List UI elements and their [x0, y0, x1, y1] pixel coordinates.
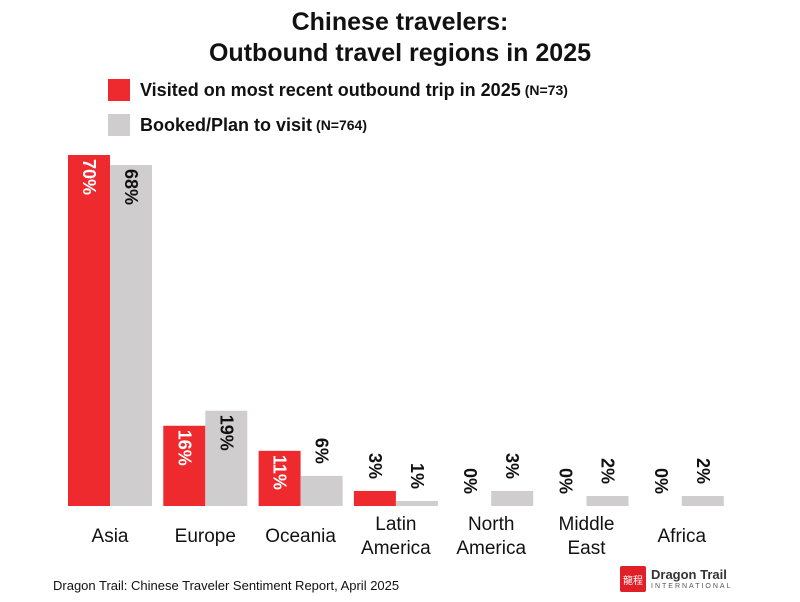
category-label-3-0: Latin: [375, 514, 416, 535]
legend-swatch-booked: [108, 114, 130, 136]
category-label-5-0: Middle: [559, 514, 615, 535]
bar-visited-1: [163, 425, 206, 506]
value-label-visited-4: 0%: [460, 468, 480, 494]
category-label-0-0: Asia: [92, 526, 129, 547]
value-label-booked-3: 1%: [407, 463, 427, 489]
bar-booked-5: [586, 495, 629, 506]
chart-title-line1: Chinese travelers:: [291, 8, 509, 36]
logo-name: Dragon Trail: [651, 567, 727, 582]
value-label-booked-1: 19%: [216, 415, 236, 451]
legend-label-visited: Visited on most recent outbound trip in …: [140, 79, 521, 100]
category-label-2-0: Oceania: [265, 526, 336, 547]
bar-booked-3: [395, 500, 438, 506]
chart-title-line2: Outbound travel regions in 2025: [208, 39, 592, 67]
value-label-booked-6: 2%: [693, 458, 713, 484]
value-label-visited-1: 16%: [174, 430, 194, 466]
legend-n-booked: (N=764): [316, 117, 367, 133]
value-label-booked-4: 3%: [502, 453, 522, 479]
category-label-1-0: Europe: [175, 526, 236, 547]
legend-n-visited: (N=73): [524, 82, 568, 98]
value-label-booked-2: 6%: [312, 438, 332, 464]
category-label-5-1: East: [567, 538, 606, 559]
bar-visited-3: [353, 490, 396, 506]
value-label-visited-3: 3%: [365, 453, 385, 479]
category-label-3-1: America: [361, 538, 431, 559]
dragon-trail-logo: 龍程 Dragon Trail INTERNATIONAL: [620, 566, 733, 592]
value-label-booked-5: 2%: [598, 458, 618, 484]
bar-booked-2: [300, 475, 343, 506]
logo-subtitle: INTERNATIONAL: [651, 583, 733, 590]
bar-visited-0: [68, 155, 110, 506]
bar-booked-6: [681, 495, 724, 506]
value-label-visited-6: 0%: [651, 468, 671, 494]
value-label-visited-2: 11%: [270, 455, 290, 490]
logo-seal-icon: 龍程: [620, 566, 646, 592]
value-label-visited-0: 70%: [79, 159, 99, 195]
bar-booked-4: [491, 490, 534, 506]
value-label-visited-5: 0%: [556, 468, 576, 494]
category-label-4-0: North: [468, 514, 514, 535]
value-label-booked-0: 68%: [121, 169, 141, 205]
legend-swatch-visited: [108, 79, 130, 101]
category-label-4-1: America: [456, 538, 526, 559]
legend-item-visited: Visited on most recent outbound trip in …: [108, 79, 568, 101]
legend-item-booked: Booked/Plan to visit (N=764): [108, 114, 367, 136]
legend-label-booked: Booked/Plan to visit: [140, 114, 313, 135]
source-note: Dragon Trail: Chinese Traveler Sentiment…: [53, 578, 400, 593]
bar-booked-0: [110, 165, 152, 506]
bar-booked-1: [205, 410, 248, 506]
category-label-6-0: Africa: [658, 526, 707, 547]
bar-visited-2: [258, 450, 301, 506]
